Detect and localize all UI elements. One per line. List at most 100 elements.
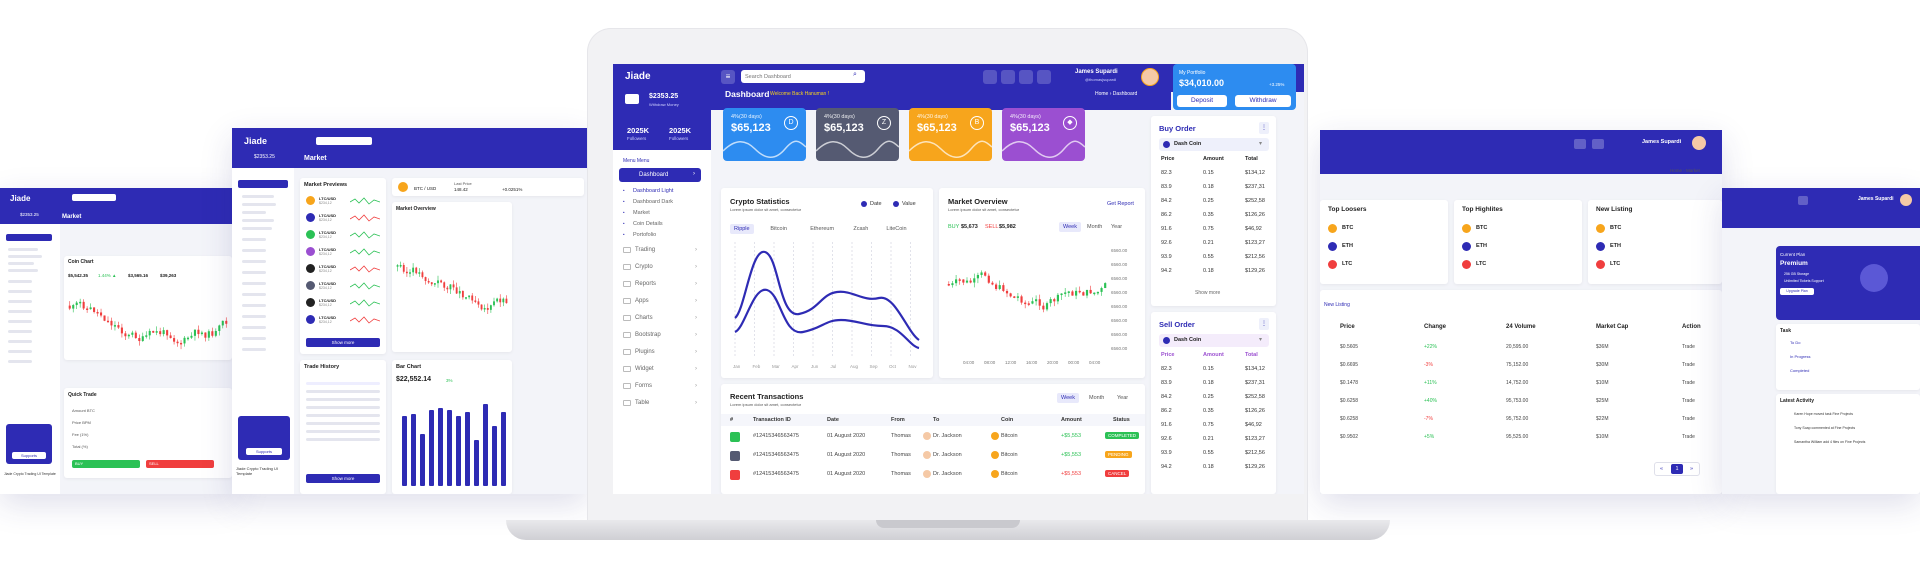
stat-1: $5,542.35 bbox=[68, 273, 89, 278]
avatar[interactable] bbox=[1692, 136, 1706, 150]
sidebar-subitem[interactable]: Market bbox=[633, 210, 650, 216]
pagination-prev[interactable]: « bbox=[1660, 466, 1664, 472]
table-header: Action bbox=[1682, 324, 1701, 330]
tab-year[interactable]: Year bbox=[1111, 224, 1123, 230]
menu-toggle-icon[interactable]: ≡ bbox=[721, 70, 735, 84]
candle bbox=[437, 280, 439, 284]
withdraw-button[interactable]: Withdraw bbox=[1235, 95, 1291, 107]
sidebar-item-forms[interactable]: Forms bbox=[635, 383, 652, 389]
sidebar-subitem[interactable]: Dashboard Dark bbox=[633, 199, 674, 205]
pagination-next[interactable]: » bbox=[1690, 466, 1694, 472]
candle bbox=[430, 282, 433, 285]
support-button[interactable]: Supports bbox=[246, 448, 282, 455]
sidebar-item-trading[interactable]: Trading bbox=[635, 247, 656, 253]
ethereum-icon: ◆ bbox=[1063, 116, 1077, 130]
sidebar-item-reports[interactable]: Reports bbox=[635, 281, 657, 287]
support-button[interactable]: Supports bbox=[12, 452, 46, 459]
bell-icon[interactable] bbox=[1001, 70, 1015, 84]
sidebar-item-widget[interactable]: Widget bbox=[635, 366, 654, 372]
sell-button[interactable]: SELL bbox=[146, 460, 214, 468]
sidebar-item-bootstrap[interactable]: Bootstrap bbox=[635, 332, 661, 338]
tab-month[interactable]: Month bbox=[1087, 224, 1103, 230]
candle bbox=[483, 308, 486, 310]
search-icon[interactable]: ⌕ bbox=[853, 71, 857, 78]
candle bbox=[127, 334, 130, 337]
sidebar-item-charts[interactable]: Charts bbox=[635, 315, 653, 321]
tab-week[interactable]: Week bbox=[1057, 393, 1079, 403]
left-header: Jiade $2353.25 Market bbox=[232, 128, 587, 168]
task-in-progress[interactable]: In Progress bbox=[1790, 354, 1811, 359]
tab-month[interactable]: Month bbox=[1089, 395, 1105, 401]
trade-link[interactable]: Trade bbox=[1682, 344, 1695, 350]
candle bbox=[427, 280, 430, 283]
tab-year[interactable]: Year bbox=[1117, 395, 1129, 401]
stat-wave bbox=[1002, 140, 1085, 158]
avatar[interactable] bbox=[1141, 68, 1159, 86]
btc-icon bbox=[1328, 224, 1337, 233]
coin-select[interactable]: Dash Coin ▾ bbox=[1159, 138, 1269, 151]
sidebar-item-crypto[interactable]: Crypto bbox=[635, 264, 653, 270]
order-cell: 83.9 bbox=[1161, 380, 1172, 386]
coin-symbol: ETH bbox=[1610, 243, 1621, 249]
tab-zcash[interactable]: Zcash bbox=[853, 226, 869, 232]
mail-icon[interactable] bbox=[1019, 70, 1033, 84]
grid-icon[interactable] bbox=[983, 70, 997, 84]
task-completed[interactable]: Completed bbox=[1790, 368, 1810, 373]
trade-link[interactable]: Trade bbox=[1682, 434, 1695, 440]
pagination-page-1[interactable]: 1 bbox=[1671, 464, 1683, 474]
chevron-right-icon: › bbox=[695, 315, 697, 321]
gear-icon[interactable] bbox=[1592, 139, 1604, 149]
upgrade-plan-button[interactable]: Upgrade Plan bbox=[1780, 288, 1814, 295]
get-report-link[interactable]: Get Report bbox=[1107, 201, 1134, 207]
buy-button[interactable]: BUY bbox=[72, 460, 140, 468]
deposit-button[interactable]: Deposit bbox=[1177, 95, 1227, 107]
avatar[interactable] bbox=[1900, 194, 1912, 206]
trade-link[interactable]: Trade bbox=[1682, 380, 1695, 386]
trade-link[interactable]: Trade bbox=[1682, 398, 1695, 404]
sidebar-item-plugins[interactable]: Plugins bbox=[635, 349, 655, 355]
order-cell: 92.6 bbox=[1161, 436, 1172, 442]
sidebar-subitem[interactable]: Coin Details bbox=[633, 221, 663, 227]
candle bbox=[965, 280, 969, 283]
gear-icon[interactable] bbox=[1037, 70, 1051, 84]
sidebar-item-dashboard[interactable] bbox=[238, 180, 288, 188]
more-icon[interactable]: ⋮ bbox=[1259, 122, 1269, 134]
search-input[interactable] bbox=[745, 72, 849, 81]
table-cell: $22M bbox=[1596, 416, 1609, 422]
wave-line bbox=[909, 140, 992, 158]
task-todo[interactable]: To Do bbox=[1790, 340, 1801, 345]
spark-line bbox=[350, 265, 380, 273]
sidebar-item-table[interactable]: Table bbox=[635, 400, 650, 406]
sidebar-item-apps[interactable]: Apps bbox=[635, 298, 649, 304]
search-input[interactable] bbox=[316, 137, 372, 145]
sidebar-subitem[interactable]: Portofolio bbox=[633, 232, 657, 238]
show-more-button-2[interactable]: Show more bbox=[306, 474, 380, 483]
show-more-link[interactable]: Show more bbox=[1195, 290, 1221, 296]
tab-litecoin[interactable]: LiteCoin bbox=[886, 226, 907, 232]
trade-link[interactable]: Trade bbox=[1682, 416, 1695, 422]
breadcrumb-home[interactable]: Home bbox=[1095, 91, 1109, 97]
tab-bitcoin[interactable]: Bitcoin bbox=[770, 226, 787, 232]
tab-ripple[interactable]: Ripple bbox=[730, 224, 754, 234]
more-icon[interactable]: ⋮ bbox=[1259, 318, 1269, 330]
deposit-label: Deposit bbox=[1190, 97, 1214, 104]
tab-ethereum[interactable]: Ethereum bbox=[810, 226, 835, 232]
search-input[interactable] bbox=[72, 194, 116, 201]
tab-week[interactable]: Week bbox=[1059, 222, 1081, 232]
show-more-button[interactable]: Show more bbox=[306, 338, 380, 347]
mail-icon[interactable] bbox=[1574, 139, 1586, 149]
coin-select[interactable]: Dash Coin ▾ bbox=[1159, 334, 1269, 347]
trade-link[interactable]: Trade bbox=[1682, 362, 1695, 368]
order-cell: $126,26 bbox=[1245, 408, 1265, 414]
sidebar-item-dashboard[interactable]: Dashboard › bbox=[619, 168, 701, 182]
candle bbox=[211, 331, 214, 336]
sidebar-item-dashboard[interactable] bbox=[6, 234, 52, 241]
menu-title: Menu Menu bbox=[623, 158, 650, 164]
tab-new-listing[interactable]: New Listing bbox=[1324, 302, 1350, 308]
sidebar-subitem[interactable]: Dashboard Light bbox=[633, 188, 674, 194]
coin-icon bbox=[306, 298, 315, 307]
gear-icon[interactable] bbox=[1798, 196, 1808, 205]
candle bbox=[452, 284, 455, 288]
order-cell: 0.21 bbox=[1203, 436, 1214, 442]
breadcrumb-home[interactable]: Home bbox=[1670, 168, 1683, 173]
